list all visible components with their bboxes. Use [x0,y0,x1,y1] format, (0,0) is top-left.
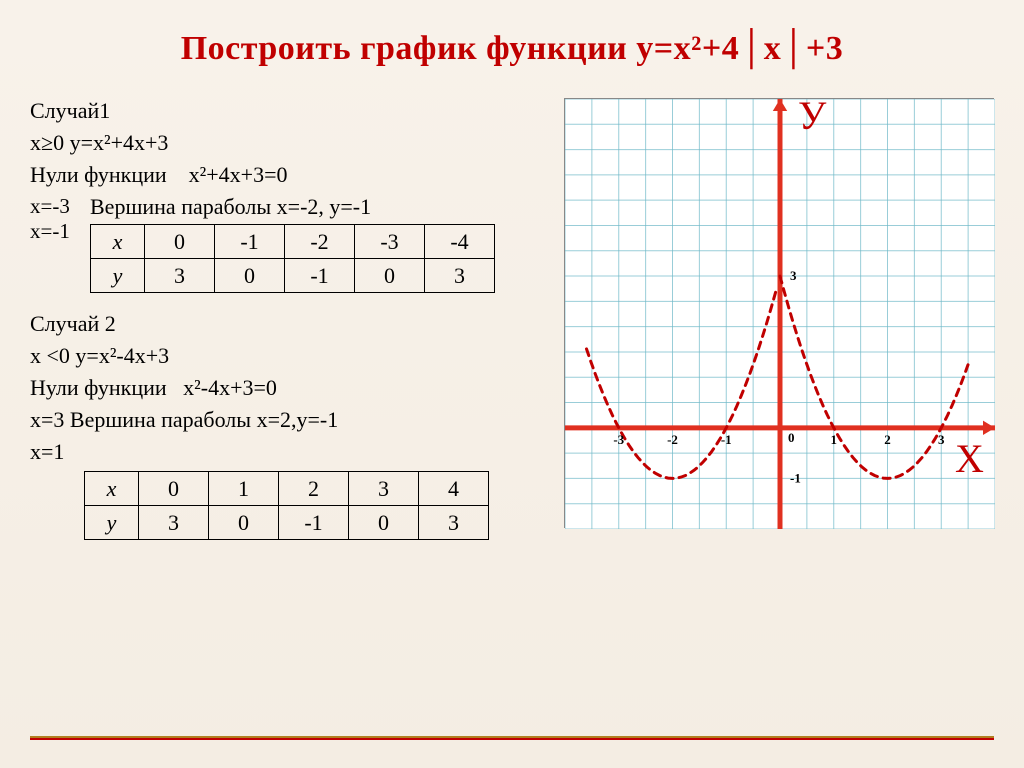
chart-panel: У Х -3 -2 -1 1 2 3 3 -1 0 [564,98,994,528]
case1-root-1: х=-3 [30,194,82,219]
cell: 3 [139,506,209,540]
cell: 0 [145,225,215,259]
row-header: у [91,259,145,293]
case2-cond-eq: х <0 у=х²-4х+3 [30,343,546,369]
svg-text:У: У [798,99,827,138]
cell: 2 [279,472,349,506]
svg-text:3: 3 [790,268,797,283]
cell: -3 [355,225,425,259]
svg-text:0: 0 [788,430,795,445]
case2-block: Случай 2 х <0 у=х²-4х+3 Нули функции х²-… [30,311,546,540]
case2-heading: Случай 2 [30,311,546,337]
cell: 0 [215,259,285,293]
cell: -2 [285,225,355,259]
table-row: у 3 0 -1 0 3 [91,259,495,293]
case1-block: Случай1 х≥0 у=х²+4х+3 Нули функции х²+4х… [30,98,546,293]
cell: 0 [355,259,425,293]
cell: -1 [279,506,349,540]
svg-text:1: 1 [831,432,838,447]
table-row: х 0 -1 -2 -3 -4 [91,225,495,259]
svg-text:-1: -1 [790,470,801,485]
case1-zeros-eq: х²+4х+3=0 [189,162,288,187]
case2-root2: х=1 [30,439,546,465]
slide: Построить график функции у=х²+4│х│+3 Слу… [0,0,1024,768]
case1-cond-eq: х≥0 у=х²+4х+3 [30,130,546,156]
svg-text:-1: -1 [721,432,732,447]
row-header: у [85,506,139,540]
table-row: х 0 1 2 3 4 [85,472,489,506]
case2-table: х 0 1 2 3 4 у 3 0 -1 0 3 [84,471,489,540]
content-row: Случай1 х≥0 у=х²+4х+3 Нули функции х²+4х… [30,98,994,558]
cell: 3 [419,506,489,540]
cell: 0 [349,506,419,540]
case2-zeros: Нули функции х²-4х+3=0 [30,375,546,401]
cell: 4 [419,472,489,506]
case1-heading: Случай1 [30,98,546,124]
cell: 3 [425,259,495,293]
cell: 3 [349,472,419,506]
chart-svg: У Х -3 -2 -1 1 2 3 3 -1 0 [565,99,995,529]
left-column: Случай1 х≥0 у=х²+4х+3 Нули функции х²+4х… [30,98,546,558]
case1-vertex-col: Вершина параболы х=-2, у=-1 х 0 -1 -2 -3… [90,194,546,293]
row-header: х [85,472,139,506]
svg-text:3: 3 [938,432,945,447]
cell: -1 [215,225,285,259]
cell: -1 [285,259,355,293]
cell: 0 [139,472,209,506]
case1-vertex-row: х=-3 х=-1 Вершина параболы х=-2, у=-1 х … [30,194,546,293]
table-row: у 3 0 -1 0 3 [85,506,489,540]
case1-root-2: х=-1 [30,219,82,244]
case1-table: х 0 -1 -2 -3 -4 у 3 0 -1 [90,224,495,293]
cell: -4 [425,225,495,259]
cell: 1 [209,472,279,506]
case2-zeros-eq: х²-4х+3=0 [183,375,277,400]
svg-text:Х: Х [955,436,984,481]
cell: 3 [145,259,215,293]
case1-zeros-label: Нули функции [30,162,167,187]
svg-text:-2: -2 [667,432,678,447]
case1-roots: х=-3 х=-1 [30,194,82,244]
svg-text:-3: -3 [613,432,624,447]
case1-vertex: Вершина параболы х=-2, у=-1 [90,194,546,220]
bottom-rule [30,736,994,740]
slide-title: Построить график функции у=х²+4│х│+3 [30,30,994,68]
row-header: х [91,225,145,259]
case2-zeros-label: Нули функции [30,375,167,400]
cell: 0 [209,506,279,540]
svg-text:2: 2 [884,432,891,447]
case2-roots-vertex: х=3 Вершина параболы х=2,у=-1 [30,407,546,433]
case1-zeros: Нули функции х²+4х+3=0 [30,162,546,188]
